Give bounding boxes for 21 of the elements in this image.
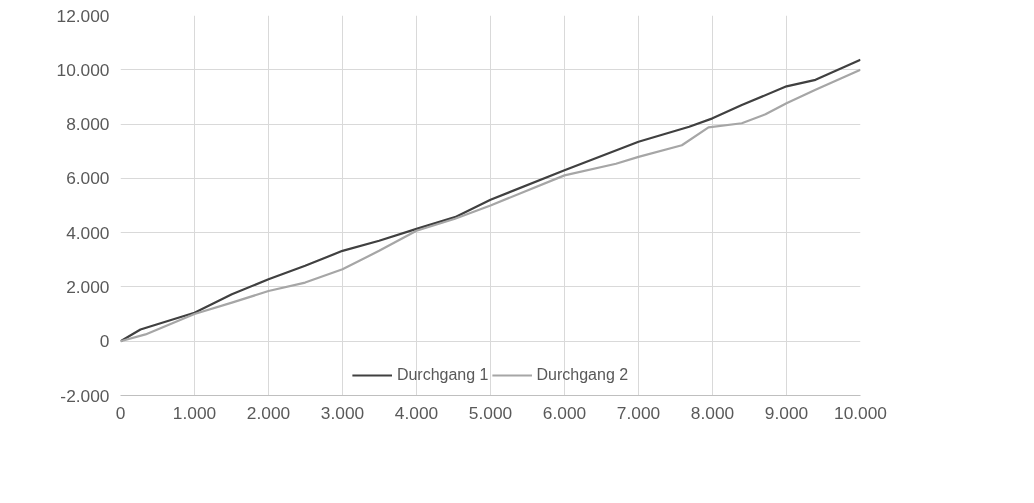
- y-tick-label: 2.000: [66, 276, 110, 297]
- x-tick-label: 10.000: [834, 402, 887, 423]
- x-tick-label: 1.000: [172, 402, 217, 423]
- y-tick-label: 0: [99, 331, 110, 352]
- y-tick-label: 6.000: [66, 168, 110, 189]
- x-tick-label: 3.000: [320, 402, 365, 423]
- x-tick-label: 6.000: [542, 402, 587, 423]
- y-tick-label: 4.000: [66, 222, 110, 243]
- x-tick-label: 5.000: [468, 402, 513, 423]
- legend-label: Durchgang 1: [396, 366, 489, 384]
- y-tick-label: -2.000: [60, 385, 110, 406]
- legend-label: Durchgang 2: [536, 366, 629, 384]
- y-tick-label: 12.000: [56, 5, 110, 26]
- x-tick-label: 2.000: [246, 402, 291, 423]
- x-tick-label: 4.000: [394, 402, 439, 423]
- x-tick-label: 8.000: [690, 402, 735, 423]
- x-tick-label: 7.000: [616, 402, 661, 423]
- x-tick-label: 0: [115, 402, 126, 423]
- y-tick-label: 10.000: [56, 59, 110, 80]
- y-tick-label: 8.000: [66, 114, 110, 135]
- x-tick-label: 9.000: [764, 402, 809, 423]
